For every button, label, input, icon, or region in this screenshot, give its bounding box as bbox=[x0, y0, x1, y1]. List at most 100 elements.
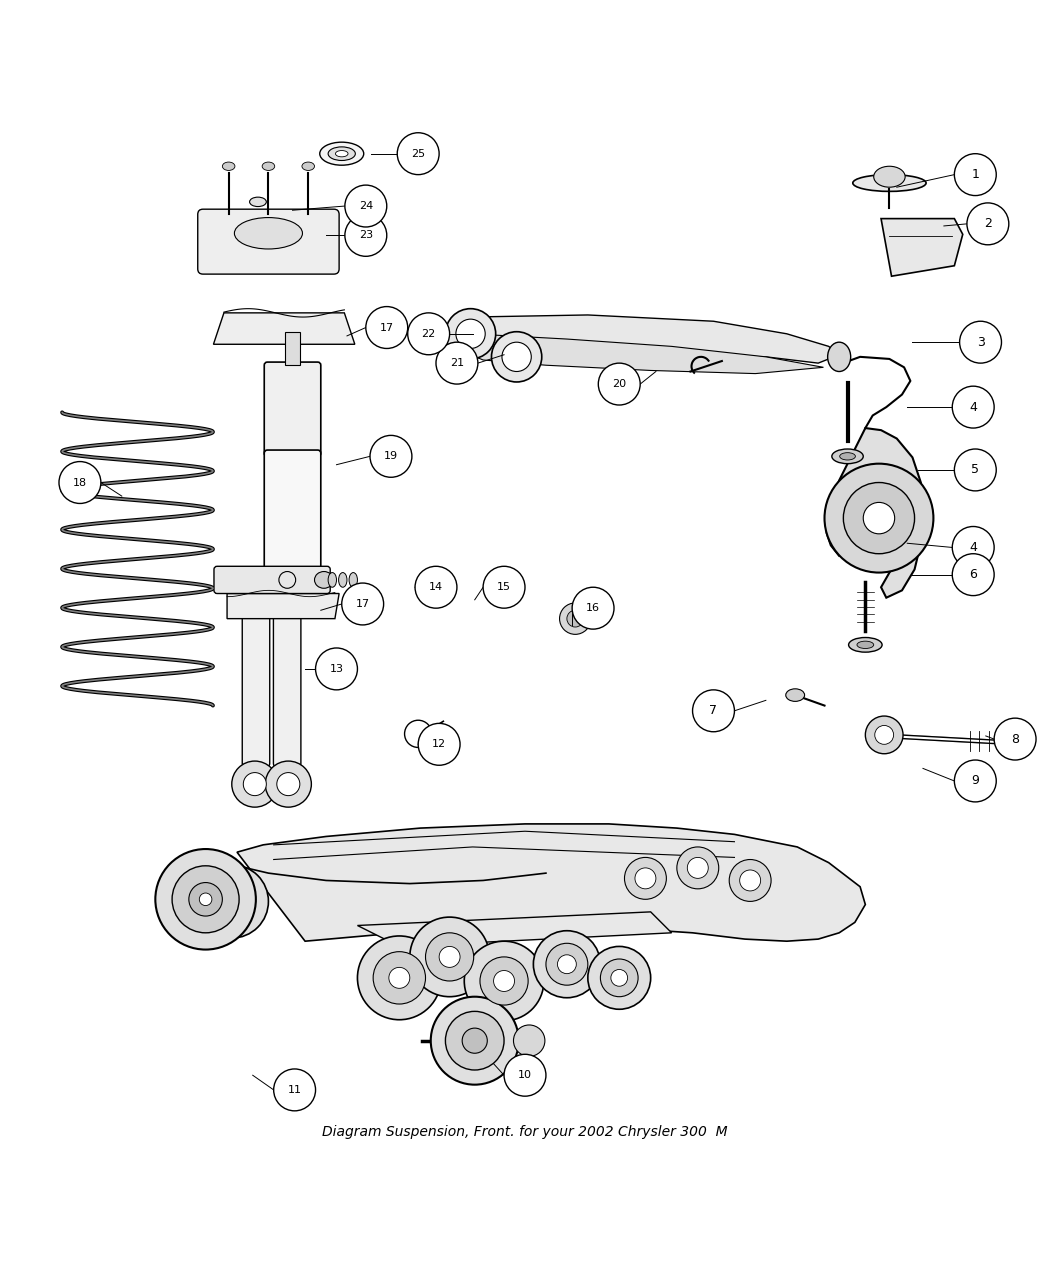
Circle shape bbox=[456, 319, 485, 348]
Ellipse shape bbox=[328, 147, 355, 161]
Circle shape bbox=[373, 951, 425, 1003]
Polygon shape bbox=[881, 218, 963, 277]
Circle shape bbox=[611, 969, 628, 987]
Ellipse shape bbox=[785, 688, 804, 701]
FancyBboxPatch shape bbox=[214, 566, 330, 594]
Circle shape bbox=[967, 203, 1009, 245]
Ellipse shape bbox=[853, 175, 926, 191]
Circle shape bbox=[588, 946, 651, 1010]
Circle shape bbox=[572, 588, 614, 629]
Polygon shape bbox=[227, 594, 339, 618]
Circle shape bbox=[425, 933, 474, 980]
FancyBboxPatch shape bbox=[243, 586, 270, 768]
Text: 13: 13 bbox=[330, 664, 343, 674]
Circle shape bbox=[480, 958, 528, 1005]
Circle shape bbox=[824, 464, 933, 572]
Text: 3: 3 bbox=[976, 335, 985, 348]
Circle shape bbox=[266, 761, 312, 807]
Text: 17: 17 bbox=[380, 323, 394, 333]
Circle shape bbox=[504, 1054, 546, 1096]
Circle shape bbox=[954, 449, 996, 491]
Circle shape bbox=[954, 760, 996, 802]
Polygon shape bbox=[470, 315, 839, 363]
Circle shape bbox=[155, 849, 256, 950]
Circle shape bbox=[960, 321, 1002, 363]
Circle shape bbox=[341, 583, 383, 625]
Circle shape bbox=[445, 309, 496, 360]
Text: 19: 19 bbox=[384, 451, 398, 462]
Circle shape bbox=[952, 386, 994, 428]
Circle shape bbox=[863, 502, 895, 534]
Text: 4: 4 bbox=[969, 400, 978, 413]
Ellipse shape bbox=[335, 150, 348, 157]
Circle shape bbox=[625, 857, 667, 899]
Circle shape bbox=[436, 342, 478, 384]
Circle shape bbox=[483, 566, 525, 608]
Ellipse shape bbox=[827, 342, 851, 371]
Polygon shape bbox=[213, 312, 355, 344]
Circle shape bbox=[410, 917, 489, 997]
Polygon shape bbox=[237, 824, 865, 941]
Circle shape bbox=[277, 773, 300, 796]
Circle shape bbox=[865, 717, 903, 754]
Text: 2: 2 bbox=[984, 217, 992, 231]
Circle shape bbox=[344, 185, 386, 227]
Ellipse shape bbox=[223, 162, 235, 171]
Text: 5: 5 bbox=[971, 463, 980, 477]
Circle shape bbox=[693, 690, 734, 732]
Circle shape bbox=[274, 1068, 316, 1111]
Circle shape bbox=[344, 214, 386, 256]
Circle shape bbox=[439, 946, 460, 968]
Circle shape bbox=[952, 553, 994, 595]
Ellipse shape bbox=[328, 572, 336, 588]
Circle shape bbox=[598, 363, 640, 405]
Circle shape bbox=[952, 527, 994, 569]
Circle shape bbox=[533, 931, 601, 998]
Ellipse shape bbox=[848, 638, 882, 652]
Text: 17: 17 bbox=[356, 599, 370, 609]
Circle shape bbox=[200, 892, 212, 905]
Text: 11: 11 bbox=[288, 1085, 301, 1095]
Ellipse shape bbox=[302, 162, 315, 171]
Text: 15: 15 bbox=[497, 583, 511, 592]
Circle shape bbox=[370, 435, 412, 477]
Ellipse shape bbox=[315, 571, 333, 588]
Circle shape bbox=[232, 761, 278, 807]
Circle shape bbox=[418, 723, 460, 765]
Circle shape bbox=[357, 936, 441, 1020]
Circle shape bbox=[195, 864, 269, 938]
Circle shape bbox=[244, 773, 267, 796]
Text: 18: 18 bbox=[72, 478, 87, 487]
FancyBboxPatch shape bbox=[289, 585, 296, 611]
Circle shape bbox=[365, 306, 407, 348]
Circle shape bbox=[445, 1011, 504, 1070]
Text: 10: 10 bbox=[518, 1070, 532, 1080]
Circle shape bbox=[546, 944, 588, 986]
Circle shape bbox=[388, 968, 410, 988]
Text: 9: 9 bbox=[971, 774, 980, 788]
Circle shape bbox=[729, 859, 771, 901]
Circle shape bbox=[635, 868, 656, 889]
FancyBboxPatch shape bbox=[265, 362, 321, 456]
Circle shape bbox=[994, 718, 1036, 760]
Circle shape bbox=[513, 1025, 545, 1057]
Text: 22: 22 bbox=[421, 329, 436, 339]
Ellipse shape bbox=[262, 162, 275, 171]
Circle shape bbox=[601, 959, 638, 997]
Circle shape bbox=[677, 847, 719, 889]
Circle shape bbox=[397, 133, 439, 175]
Circle shape bbox=[688, 857, 709, 878]
Text: 12: 12 bbox=[432, 740, 446, 750]
Text: 16: 16 bbox=[586, 603, 600, 613]
Circle shape bbox=[59, 462, 101, 504]
Ellipse shape bbox=[840, 453, 856, 460]
FancyBboxPatch shape bbox=[197, 209, 339, 274]
Circle shape bbox=[415, 566, 457, 608]
Ellipse shape bbox=[338, 572, 347, 588]
Ellipse shape bbox=[349, 572, 357, 588]
Circle shape bbox=[172, 866, 239, 933]
Circle shape bbox=[211, 881, 253, 922]
Circle shape bbox=[189, 882, 223, 915]
Text: 23: 23 bbox=[359, 231, 373, 241]
Circle shape bbox=[494, 970, 514, 992]
